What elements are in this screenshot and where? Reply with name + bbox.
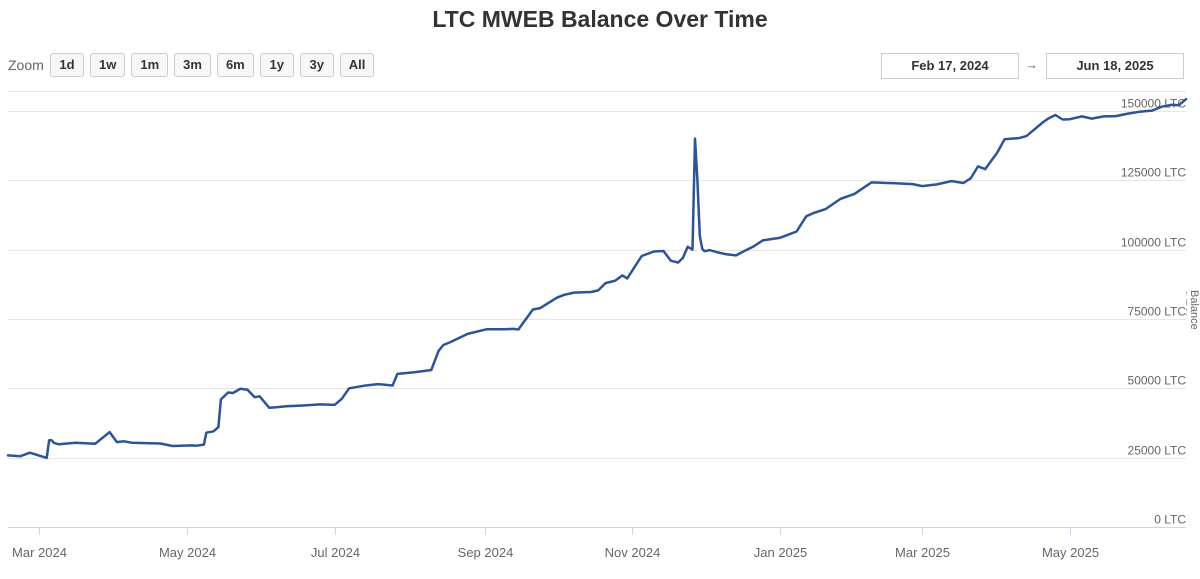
zoom-all-button[interactable]: All [339, 53, 375, 77]
range-from-input[interactable]: Feb 17, 2024 [881, 53, 1019, 79]
range-to-input[interactable]: Jun 18, 2025 [1046, 53, 1184, 79]
zoom-3y-button[interactable]: 3y [299, 53, 334, 77]
x-tick-label: Sep 2024 [458, 545, 514, 560]
y-tick-label: 75000 LTC [1128, 305, 1187, 319]
y-tick-label: 100000 LTC [1121, 236, 1186, 250]
zoom-3m-button[interactable]: 3m [174, 53, 211, 77]
series-line [6, 97, 1188, 460]
y-tick-label: 150000 LTC [1121, 97, 1186, 111]
zoom-1d-button[interactable]: 1d [50, 53, 84, 77]
zoom-button-group: 1d 1w 1m 3m 6m 1y 3y All [50, 53, 375, 77]
x-tick-label: Nov 2024 [605, 545, 661, 560]
x-tick-label: Mar 2024 [12, 545, 67, 560]
zoom-1y-button[interactable]: 1y [259, 53, 294, 77]
y-tick-label: 0 LTC [1154, 513, 1186, 527]
y-tick-label: 50000 LTC [1128, 374, 1187, 388]
zoom-6m-button[interactable]: 6m [216, 53, 254, 77]
zoom-label: Zoom [8, 57, 44, 73]
range-arrow-icon: → [1025, 57, 1038, 72]
y-tick-label: 25000 LTC [1128, 444, 1187, 458]
y-tick-label: 125000 LTC [1121, 166, 1186, 180]
navigator-divider [8, 91, 1186, 92]
x-tick-label: May 2024 [159, 545, 216, 560]
chart-title: LTC MWEB Balance Over Time [432, 6, 768, 32]
x-tick-label: Jul 2024 [311, 545, 360, 560]
x-tick-label: Mar 2025 [895, 545, 950, 560]
x-tick-label: Jan 2025 [754, 545, 808, 560]
zoom-1w-button[interactable]: 1w [90, 53, 126, 77]
x-tick-label: May 2025 [1042, 545, 1099, 560]
zoom-1m-button[interactable]: 1m [131, 53, 169, 77]
y-axis-title: Balance (LTC) [1186, 290, 1200, 330]
